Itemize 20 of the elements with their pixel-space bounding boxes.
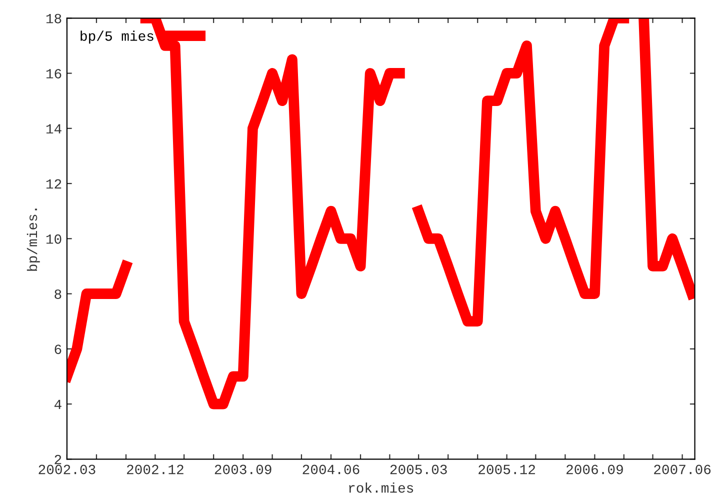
y-tick-label: 2 [54, 454, 62, 464]
x-tick-label: 2005.12 [478, 464, 535, 474]
y-tick-label: 18 [46, 14, 62, 24]
x-tick-label: 2003.09 [214, 464, 272, 474]
x-tick-label: 2007.06 [654, 464, 711, 474]
y-tick-label: 4 [54, 400, 62, 410]
x-axis-title: rok.mies [349, 482, 414, 493]
y-tick-label: 12 [46, 179, 62, 189]
x-tick-label: 2002.12 [126, 464, 184, 474]
y-tick-label: 8 [54, 290, 62, 299]
y-tick-label: 16 [46, 69, 62, 78]
y-tick-label: 14 [46, 124, 62, 134]
y-axis-title: bp/mies. [26, 208, 40, 271]
y-tick-label: 10 [46, 234, 62, 244]
x-tick-label: 2006.09 [566, 464, 623, 474]
x-tick-label: 2002.03 [38, 464, 96, 474]
legend-label: bp/5 mies [80, 30, 154, 44]
y-tick-label: 6 [54, 344, 62, 354]
x-tick-label: 2005.03 [390, 464, 447, 474]
x-tick-label: 2004.06 [302, 464, 360, 474]
